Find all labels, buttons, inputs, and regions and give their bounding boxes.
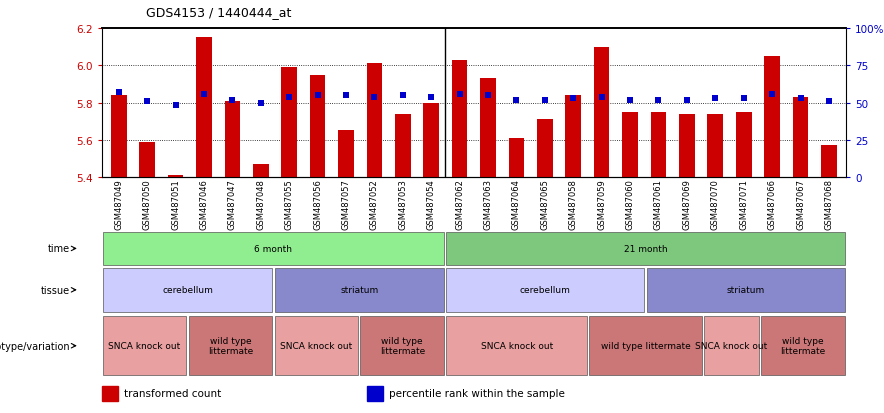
Bar xyxy=(761,316,845,375)
Bar xyxy=(452,60,468,178)
Bar xyxy=(537,120,552,178)
Bar xyxy=(793,98,808,178)
Bar xyxy=(446,316,587,375)
Bar xyxy=(275,268,444,312)
Bar xyxy=(679,114,695,178)
Bar xyxy=(102,386,118,401)
Bar xyxy=(103,268,272,312)
Bar xyxy=(168,176,183,178)
Bar xyxy=(110,96,126,178)
Bar xyxy=(103,233,444,265)
Text: tissue: tissue xyxy=(41,285,70,295)
Bar xyxy=(275,316,358,375)
Bar xyxy=(446,268,644,312)
Text: cerebellum: cerebellum xyxy=(520,286,571,294)
Bar xyxy=(590,316,702,375)
Text: SNCA knock out: SNCA knock out xyxy=(696,342,767,350)
Text: striatum: striatum xyxy=(340,286,378,294)
Text: SNCA knock out: SNCA knock out xyxy=(280,342,353,350)
Text: 6 month: 6 month xyxy=(255,244,293,253)
Bar xyxy=(339,131,354,178)
Bar xyxy=(765,57,780,178)
Text: striatum: striatum xyxy=(727,286,765,294)
Bar xyxy=(735,113,751,178)
Bar xyxy=(622,113,638,178)
Text: time: time xyxy=(48,244,70,254)
Bar xyxy=(508,138,524,178)
Bar xyxy=(423,103,439,178)
Bar xyxy=(140,142,155,178)
Bar xyxy=(821,146,837,178)
Bar xyxy=(253,165,269,178)
Bar xyxy=(647,268,845,312)
Bar xyxy=(188,316,272,375)
Text: wild type littermate: wild type littermate xyxy=(601,342,690,350)
Bar xyxy=(225,102,240,178)
Bar xyxy=(367,386,383,401)
Bar xyxy=(707,114,723,178)
Bar xyxy=(281,68,297,178)
Bar xyxy=(196,38,212,178)
Bar xyxy=(594,47,609,178)
Text: GDS4153 / 1440444_at: GDS4153 / 1440444_at xyxy=(146,6,291,19)
Text: transformed count: transformed count xyxy=(124,388,221,399)
Bar xyxy=(704,316,759,375)
Bar xyxy=(309,75,325,178)
Bar xyxy=(395,114,410,178)
Text: wild type
littermate: wild type littermate xyxy=(208,336,253,356)
Text: percentile rank within the sample: percentile rank within the sample xyxy=(389,388,565,399)
Bar xyxy=(651,113,667,178)
Text: wild type
littermate: wild type littermate xyxy=(379,336,425,356)
Text: cerebellum: cerebellum xyxy=(162,286,213,294)
Bar xyxy=(103,316,187,375)
Bar xyxy=(566,96,581,178)
Text: 21 month: 21 month xyxy=(624,244,667,253)
Text: genotype/variation: genotype/variation xyxy=(0,341,70,351)
Text: SNCA knock out: SNCA knock out xyxy=(109,342,180,350)
Text: SNCA knock out: SNCA knock out xyxy=(481,342,552,350)
Text: wild type
littermate: wild type littermate xyxy=(781,336,826,356)
Bar xyxy=(480,79,496,178)
Bar xyxy=(446,233,845,265)
Bar xyxy=(361,316,444,375)
Bar xyxy=(367,64,382,178)
